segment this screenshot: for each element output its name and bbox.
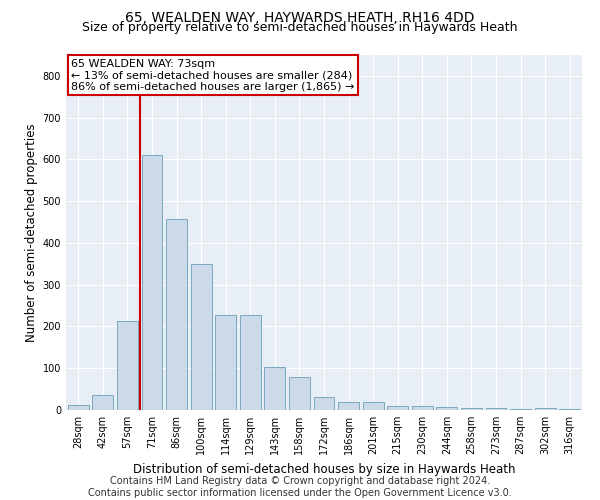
Text: 65 WEALDEN WAY: 73sqm
← 13% of semi-detached houses are smaller (284)
86% of sem: 65 WEALDEN WAY: 73sqm ← 13% of semi-deta… bbox=[71, 58, 355, 92]
Y-axis label: Number of semi-detached properties: Number of semi-detached properties bbox=[25, 123, 38, 342]
Bar bbox=[191, 264, 212, 410]
Bar bbox=[559, 408, 580, 410]
Bar bbox=[215, 315, 236, 410]
Text: 65, WEALDEN WAY, HAYWARDS HEATH, RH16 4DD: 65, WEALDEN WAY, HAYWARDS HEATH, RH16 4D… bbox=[125, 11, 475, 25]
Bar bbox=[68, 405, 89, 410]
Bar bbox=[338, 402, 359, 410]
Text: Size of property relative to semi-detached houses in Haywards Heath: Size of property relative to semi-detach… bbox=[82, 22, 518, 35]
Bar bbox=[387, 406, 408, 410]
Bar bbox=[240, 315, 261, 410]
Bar bbox=[510, 408, 531, 410]
Text: Contains HM Land Registry data © Crown copyright and database right 2024.
Contai: Contains HM Land Registry data © Crown c… bbox=[88, 476, 512, 498]
Bar bbox=[461, 408, 482, 410]
Bar bbox=[362, 402, 383, 410]
Bar bbox=[485, 408, 506, 410]
Bar bbox=[314, 398, 334, 410]
Bar bbox=[166, 218, 187, 410]
X-axis label: Distribution of semi-detached houses by size in Haywards Heath: Distribution of semi-detached houses by … bbox=[133, 462, 515, 475]
Bar bbox=[412, 406, 433, 410]
Bar bbox=[92, 396, 113, 410]
Bar bbox=[142, 155, 163, 410]
Bar bbox=[289, 378, 310, 410]
Bar bbox=[436, 406, 457, 410]
Bar bbox=[117, 321, 138, 410]
Bar bbox=[265, 367, 286, 410]
Bar bbox=[535, 408, 556, 410]
